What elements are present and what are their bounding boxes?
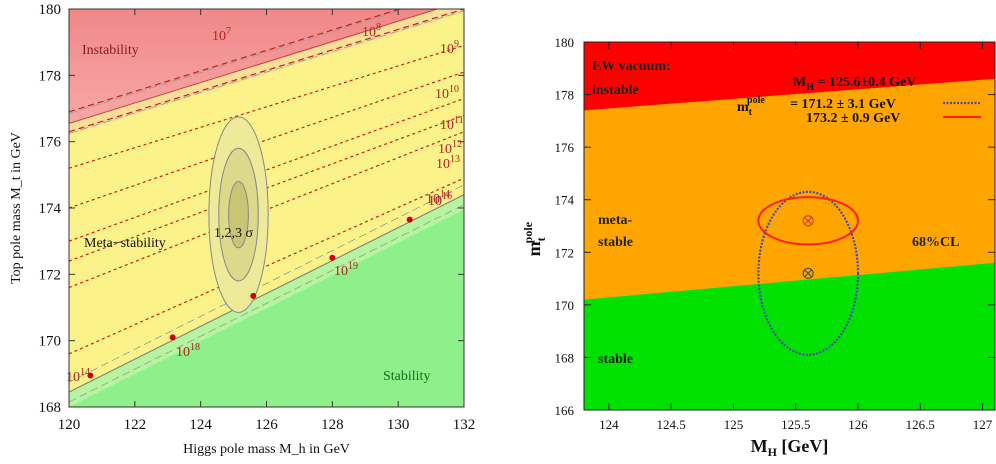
lifetime-label-13: 1013 — [436, 154, 460, 172]
lifetime-label-7: 107 — [212, 26, 231, 44]
lifetime-label-8: 108 — [362, 22, 381, 40]
ew-vacuum-label: EW vacuum: — [592, 59, 671, 74]
y-tick-label: 168 — [555, 350, 575, 365]
lifetime-point-4 — [406, 216, 413, 223]
lifetime-label-9: 109 — [440, 39, 459, 57]
x-axis-label: Higgs pole mass M_h in GeV — [183, 442, 350, 457]
y-tick-label: 176 — [39, 135, 62, 151]
confidence-ellipse-1sigma — [228, 180, 249, 249]
x-tick-label: 127 — [973, 417, 993, 432]
metastability-label: Meta−stability — [84, 236, 166, 251]
stable-label: stable — [598, 352, 633, 367]
left-annotations: Higgs pole mass M_h in GeV Top pole mass … — [9, 22, 464, 457]
x-tick-label: 120 — [58, 417, 81, 433]
x-tick-label: 128 — [321, 417, 344, 433]
x-tick-label: 125.5 — [781, 417, 810, 432]
y-tick-label: 176 — [555, 140, 575, 155]
lifetime-line-9 — [69, 44, 464, 169]
legend-entry-red: 173.2 ± 0.9 GeV — [806, 111, 900, 126]
x-axis-label: MH [GeV] — [751, 436, 829, 459]
right-chart: 124 124.5 125 125.5 126 126.5 127 166 168 170 172 1… — [521, 35, 996, 459]
point-label-18: 1018 — [176, 342, 200, 360]
y-tick-label: 178 — [39, 68, 62, 84]
y-tick-label: 170 — [555, 298, 575, 313]
lifetime-line-8 — [69, 9, 464, 133]
center-marker-0 — [802, 267, 814, 279]
ellipse-sigma-label: 1,2,3 σ — [214, 226, 254, 241]
lifetime-line-14 — [69, 177, 464, 355]
left-plot-area — [69, 9, 464, 407]
stability-uncertainty-line — [69, 184, 464, 383]
stability-uncertainty-line — [69, 204, 464, 403]
lifetime-point-0 — [87, 372, 94, 379]
y-tick-label: 180 — [555, 35, 575, 50]
y-tick-label: 172 — [39, 267, 62, 283]
x-tick-label: 132 — [453, 417, 476, 433]
lifetime-line-10 — [69, 71, 464, 209]
center-marker-1 — [802, 215, 814, 227]
lifetime-point-3 — [329, 254, 336, 261]
x-tick-label: 125 — [724, 417, 744, 432]
x-tick-label: 126.5 — [906, 417, 935, 432]
y-tick-label: 180 — [39, 2, 62, 18]
y-axis-label: mtpole — [521, 221, 548, 256]
point-label-14: 1014 — [66, 367, 90, 385]
stability-label: Stability — [383, 369, 430, 384]
y-tick-label: 174 — [555, 193, 575, 208]
ellipse-blue — [757, 190, 860, 356]
right-plot-frame — [583, 41, 996, 411]
left-axis-ticks: 120 122 124 126 128 130 132 168 170 172 174 176 178 1… — [39, 2, 476, 433]
legend-mh: MH = 125.6±0.4 GeV — [793, 75, 916, 93]
y-tick-label: 174 — [39, 201, 62, 217]
stability-boundary-line — [69, 194, 464, 393]
y-tick-label: 168 — [39, 400, 62, 416]
point-label-19: 1019 — [334, 261, 358, 279]
y-axis-label: Top pole mass M_t in GeV — [9, 132, 24, 284]
point-label-16: 1016 — [428, 191, 452, 209]
x-tick-label: 126 — [255, 417, 278, 433]
ellipse-red — [757, 196, 860, 246]
lifetime-line-11 — [69, 97, 464, 242]
lifetime-point-2 — [250, 292, 257, 299]
right-axis-ticks: 124 124.5 125 125.5 126 126.5 127 166 168 170 172 1… — [555, 35, 995, 432]
center-marker-x2-0 — [804, 269, 813, 278]
instable-label: instable — [592, 83, 639, 98]
instability-uncertainty-line — [69, 9, 407, 114]
meta-label: meta- — [598, 213, 633, 228]
lifetime-label-14: 1014 — [426, 189, 450, 207]
lifetime-label-12: 1012 — [438, 139, 462, 157]
instability-uncertainty-line — [69, 10, 464, 134]
stability-fade-band — [69, 194, 464, 407]
lifetime-label-11: 1011 — [440, 115, 464, 133]
stable-region — [584, 262, 995, 410]
x-tick-label: 122 — [124, 417, 147, 433]
x-tick-label: 126 — [848, 417, 868, 432]
center-marker-x2-1 — [804, 216, 813, 225]
instability-label: Instability — [82, 43, 139, 58]
instable-region — [584, 42, 995, 111]
y-tick-label: 178 — [555, 88, 575, 103]
legend-entry-blue: = 171.2 ± 3.1 GeV — [790, 97, 896, 112]
legend-mt: mtpole — [737, 95, 765, 118]
right-annotations: MH [GeV] mtpole EW vacuum: instable meta-sta… — [521, 59, 981, 459]
instability-boundary-line — [69, 9, 439, 124]
x-tick-label: 124.5 — [657, 417, 686, 432]
cl-label: 68%CL — [912, 235, 959, 250]
x-tick-label: 124 — [189, 417, 212, 433]
y-tick-label: 166 — [555, 403, 575, 418]
instability-region — [69, 9, 464, 124]
x-tick-label: 124 — [599, 417, 619, 432]
lifetime-label-10: 1010 — [435, 84, 459, 102]
right-plot-area — [584, 42, 995, 410]
y-tick-label: 172 — [555, 245, 575, 260]
meta-stable-label: stable — [598, 235, 633, 250]
lifetime-point-1 — [169, 334, 176, 341]
y-tick-label: 170 — [39, 334, 62, 350]
x-tick-label: 130 — [387, 417, 410, 433]
left-chart: 120 122 124 126 128 130 132 168 170 172 174 176 178 1… — [9, 2, 476, 457]
